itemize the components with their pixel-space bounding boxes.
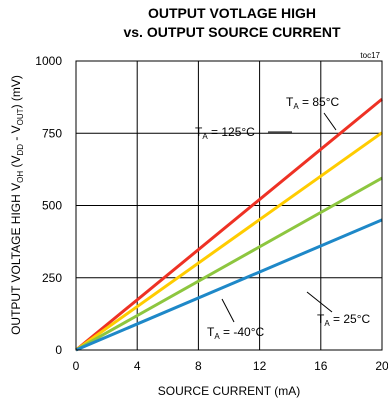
- tick-labels: 0 4 8 12 16 20 0 250 500 750 1000: [35, 54, 388, 373]
- y-label-a-sub: OH: [16, 171, 25, 183]
- y-label-a: OUTPUT VOLTAGE HIGH V: [9, 183, 23, 335]
- annotation-25: TA = 25°C: [317, 312, 371, 328]
- chart-tag: toc17: [360, 51, 380, 60]
- annotation-85: TA = 85°C: [286, 95, 340, 111]
- x-tick-label: 20: [375, 359, 388, 373]
- y-tick-label: 250: [42, 271, 62, 285]
- annotation-25-sub: A: [324, 319, 330, 328]
- chart-title-line1: OUTPUT VOTLAGE HIGH: [148, 5, 316, 21]
- annotation-m40-post: = -40°C: [220, 325, 265, 339]
- leader-25: [306, 291, 333, 313]
- annotation-25-pre: T: [317, 312, 325, 326]
- y-label-b: (V: [9, 156, 23, 171]
- annotation-125-sub: A: [202, 132, 208, 141]
- y-label-c: - V: [9, 125, 23, 144]
- x-tick-label: 8: [195, 359, 202, 373]
- leader-m40: [221, 298, 235, 323]
- annotation-125-pre: T: [195, 125, 203, 139]
- x-tick-label: 12: [253, 359, 267, 373]
- x-tick-label: 4: [134, 359, 141, 373]
- grid: [76, 61, 382, 350]
- annotation-85-sub: A: [293, 102, 299, 111]
- annotation-85-pre: T: [286, 95, 294, 109]
- x-tick-label: 16: [314, 359, 328, 373]
- series-line-0: [75, 97, 383, 352]
- x-axis-label: SOURCE CURRENT (mA): [158, 384, 300, 398]
- annotation-m40-pre: T: [207, 325, 215, 339]
- annotation-leaders: [221, 112, 337, 323]
- series-line-3: [75, 218, 383, 352]
- y-tick-label: 1000: [35, 54, 62, 68]
- y-tick-label: 500: [42, 199, 62, 213]
- y-label-b-sub: DD: [16, 144, 25, 156]
- y-label-c-sub: OUT: [16, 108, 25, 125]
- annotation-85-post: = 85°C: [299, 95, 340, 109]
- series-layer: [75, 97, 383, 352]
- y-label-d: ) (mV): [9, 75, 23, 108]
- y-axis-label: OUTPUT VOLTAGE HIGH VOH (VDD - VOUT) (mV…: [9, 75, 25, 335]
- x-tick-label: 0: [73, 359, 80, 373]
- chart-title-line2: vs. OUTPUT SOURCE CURRENT: [123, 24, 340, 40]
- series-line-1: [75, 131, 383, 352]
- annotation-125-post: = 125°C: [208, 125, 255, 139]
- y-tick-label: 750: [42, 126, 62, 140]
- annotation-m40: TA = -40°C: [207, 325, 265, 341]
- y-tick-label: 0: [55, 343, 62, 357]
- annotation-m40-sub: A: [214, 332, 220, 341]
- plot-frame: [75, 60, 383, 351]
- annotation-25-post: = 25°C: [330, 312, 371, 326]
- leader-85: [323, 112, 337, 131]
- series-line-2: [75, 176, 383, 352]
- annotation-125: TA = 125°C: [195, 125, 255, 141]
